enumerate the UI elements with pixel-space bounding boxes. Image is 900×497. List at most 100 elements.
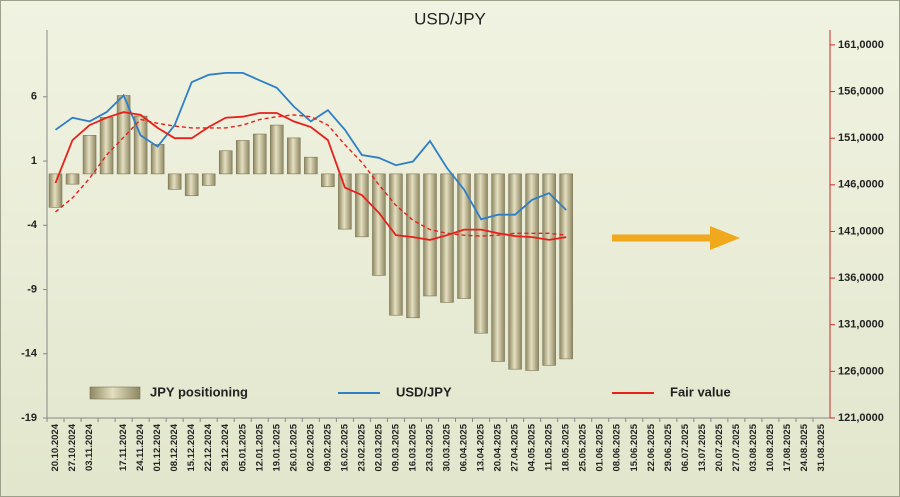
y-tick-label: 6 bbox=[31, 91, 37, 103]
bar bbox=[287, 137, 301, 175]
x-tick-label: 01.12.2024 bbox=[152, 423, 163, 471]
x-tick-label: 05.01.2025 bbox=[237, 423, 248, 471]
x-tick-label: 13.07.2025 bbox=[697, 423, 708, 471]
y2-tick-label: 141,0000 bbox=[838, 225, 884, 237]
x-tick-label: 26.01.2025 bbox=[288, 423, 299, 471]
x-tick-label: 13.04.2025 bbox=[476, 423, 487, 471]
bar bbox=[355, 173, 369, 238]
x-tick-label: 22.06.2025 bbox=[646, 423, 657, 471]
bar bbox=[304, 156, 318, 175]
x-tick-label: 19.01.2025 bbox=[271, 423, 282, 471]
x-tick-label: 24.08.2025 bbox=[799, 423, 810, 471]
legend-swatch bbox=[89, 386, 141, 400]
x-tick-label: 25.05.2025 bbox=[578, 423, 589, 471]
average-line bbox=[55, 114, 567, 237]
x-tick-label: 23.03.2025 bbox=[425, 423, 436, 471]
bar bbox=[372, 173, 386, 276]
x-tick-label: 20.10.2024 bbox=[50, 423, 61, 471]
bar bbox=[440, 173, 454, 303]
bar bbox=[253, 133, 267, 175]
x-tick-label: 10.08.2025 bbox=[765, 423, 776, 471]
arrow bbox=[612, 226, 740, 250]
x-tick-label: 16.02.2025 bbox=[339, 423, 350, 471]
bar bbox=[321, 173, 335, 188]
bar bbox=[82, 135, 97, 175]
y-tick-label: -9 bbox=[27, 283, 37, 295]
y-tick-label: -19 bbox=[21, 412, 37, 424]
x-tick-label: 06.04.2025 bbox=[459, 423, 470, 471]
y2-tick-label: 126,0000 bbox=[838, 365, 884, 377]
x-tick-label: 15.12.2024 bbox=[186, 423, 197, 471]
y-tick-label: -14 bbox=[21, 348, 38, 360]
bar bbox=[542, 173, 556, 366]
x-tick-label: 29.06.2025 bbox=[663, 423, 674, 471]
chart-title: USD/JPY bbox=[414, 9, 486, 28]
y-tick-label: -4 bbox=[27, 219, 38, 231]
arrow-head bbox=[710, 226, 740, 250]
x-tick-label: 18.05.2025 bbox=[561, 423, 572, 471]
bar bbox=[65, 173, 80, 185]
x-tick-label: 30.03.2025 bbox=[442, 423, 453, 471]
bar bbox=[133, 115, 148, 175]
x-tick-label: 09.03.2025 bbox=[390, 423, 401, 471]
x-tick-label: 29.12.2024 bbox=[220, 423, 231, 471]
x-tick-label: 02.02.2025 bbox=[305, 423, 316, 471]
x-tick-label: 08.06.2025 bbox=[612, 423, 623, 471]
bar bbox=[167, 173, 182, 190]
y2-tick-label: 121,0000 bbox=[838, 412, 884, 424]
x-tick-label: 20.07.2025 bbox=[714, 423, 725, 471]
y2-tick-label: 151,0000 bbox=[838, 132, 884, 144]
x-tick-label: 22.12.2024 bbox=[203, 423, 214, 471]
bar bbox=[235, 140, 250, 175]
x-tick-label: 03.11.2024 bbox=[84, 423, 95, 471]
y2-tick-label: 136,0000 bbox=[838, 272, 884, 284]
x-tick-label: 23.02.2025 bbox=[356, 423, 367, 471]
x-tick-label: 15.06.2025 bbox=[629, 423, 640, 471]
bar bbox=[559, 173, 573, 360]
x-tick-label: 01.06.2025 bbox=[595, 423, 606, 471]
bar bbox=[491, 173, 505, 362]
legend-label: USD/JPY bbox=[396, 384, 452, 399]
bar bbox=[150, 144, 165, 175]
bar bbox=[184, 173, 199, 197]
x-tick-label: 27.04.2025 bbox=[510, 423, 521, 471]
legend-label: JPY positioning bbox=[150, 384, 248, 399]
x-tick-label: 27.10.2024 bbox=[67, 423, 78, 471]
x-tick-label: 04.05.2025 bbox=[527, 423, 538, 471]
bar bbox=[338, 173, 352, 230]
line bbox=[54, 111, 567, 241]
bar bbox=[457, 173, 471, 299]
x-tick-label: 12.01.2025 bbox=[254, 423, 265, 471]
bar bbox=[389, 173, 403, 316]
bar bbox=[474, 173, 488, 334]
bar bbox=[406, 173, 420, 319]
x-tick-label: 11.05.2025 bbox=[544, 423, 555, 471]
x-tick-label: 20.04.2025 bbox=[493, 423, 504, 471]
x-tick-label: 16.03.2025 bbox=[407, 423, 418, 471]
x-tick-label: 02.03.2025 bbox=[373, 423, 384, 471]
x-tick-label: 08.12.2024 bbox=[169, 423, 180, 471]
bar bbox=[508, 173, 522, 370]
x-tick-label: 24.11.2024 bbox=[135, 423, 146, 471]
x-tick-label: 17.08.2025 bbox=[782, 423, 793, 471]
x-tick-label: 09.02.2025 bbox=[322, 423, 333, 471]
bar bbox=[201, 173, 216, 186]
bar bbox=[48, 173, 63, 208]
bar bbox=[218, 150, 233, 175]
bar bbox=[99, 117, 114, 175]
x-tick-label: 31.08.2025 bbox=[816, 423, 827, 471]
line bbox=[54, 72, 567, 221]
x-tick-label: 17.11.2024 bbox=[118, 423, 129, 471]
x-tick-label: 06.07.2025 bbox=[680, 423, 691, 471]
y2-tick-label: 131,0000 bbox=[838, 319, 884, 331]
x-tick-label: 03.08.2025 bbox=[748, 423, 759, 471]
y2-tick-label: 161,0000 bbox=[838, 39, 884, 51]
bar bbox=[525, 173, 539, 371]
bar bbox=[270, 124, 284, 175]
bar bbox=[423, 173, 437, 297]
y2-tick-label: 146,0000 bbox=[838, 179, 884, 191]
y2-tick-label: 156,0000 bbox=[838, 85, 884, 97]
x-tick-label: 27.07.2025 bbox=[731, 423, 742, 471]
y-tick-label: 1 bbox=[31, 155, 37, 167]
